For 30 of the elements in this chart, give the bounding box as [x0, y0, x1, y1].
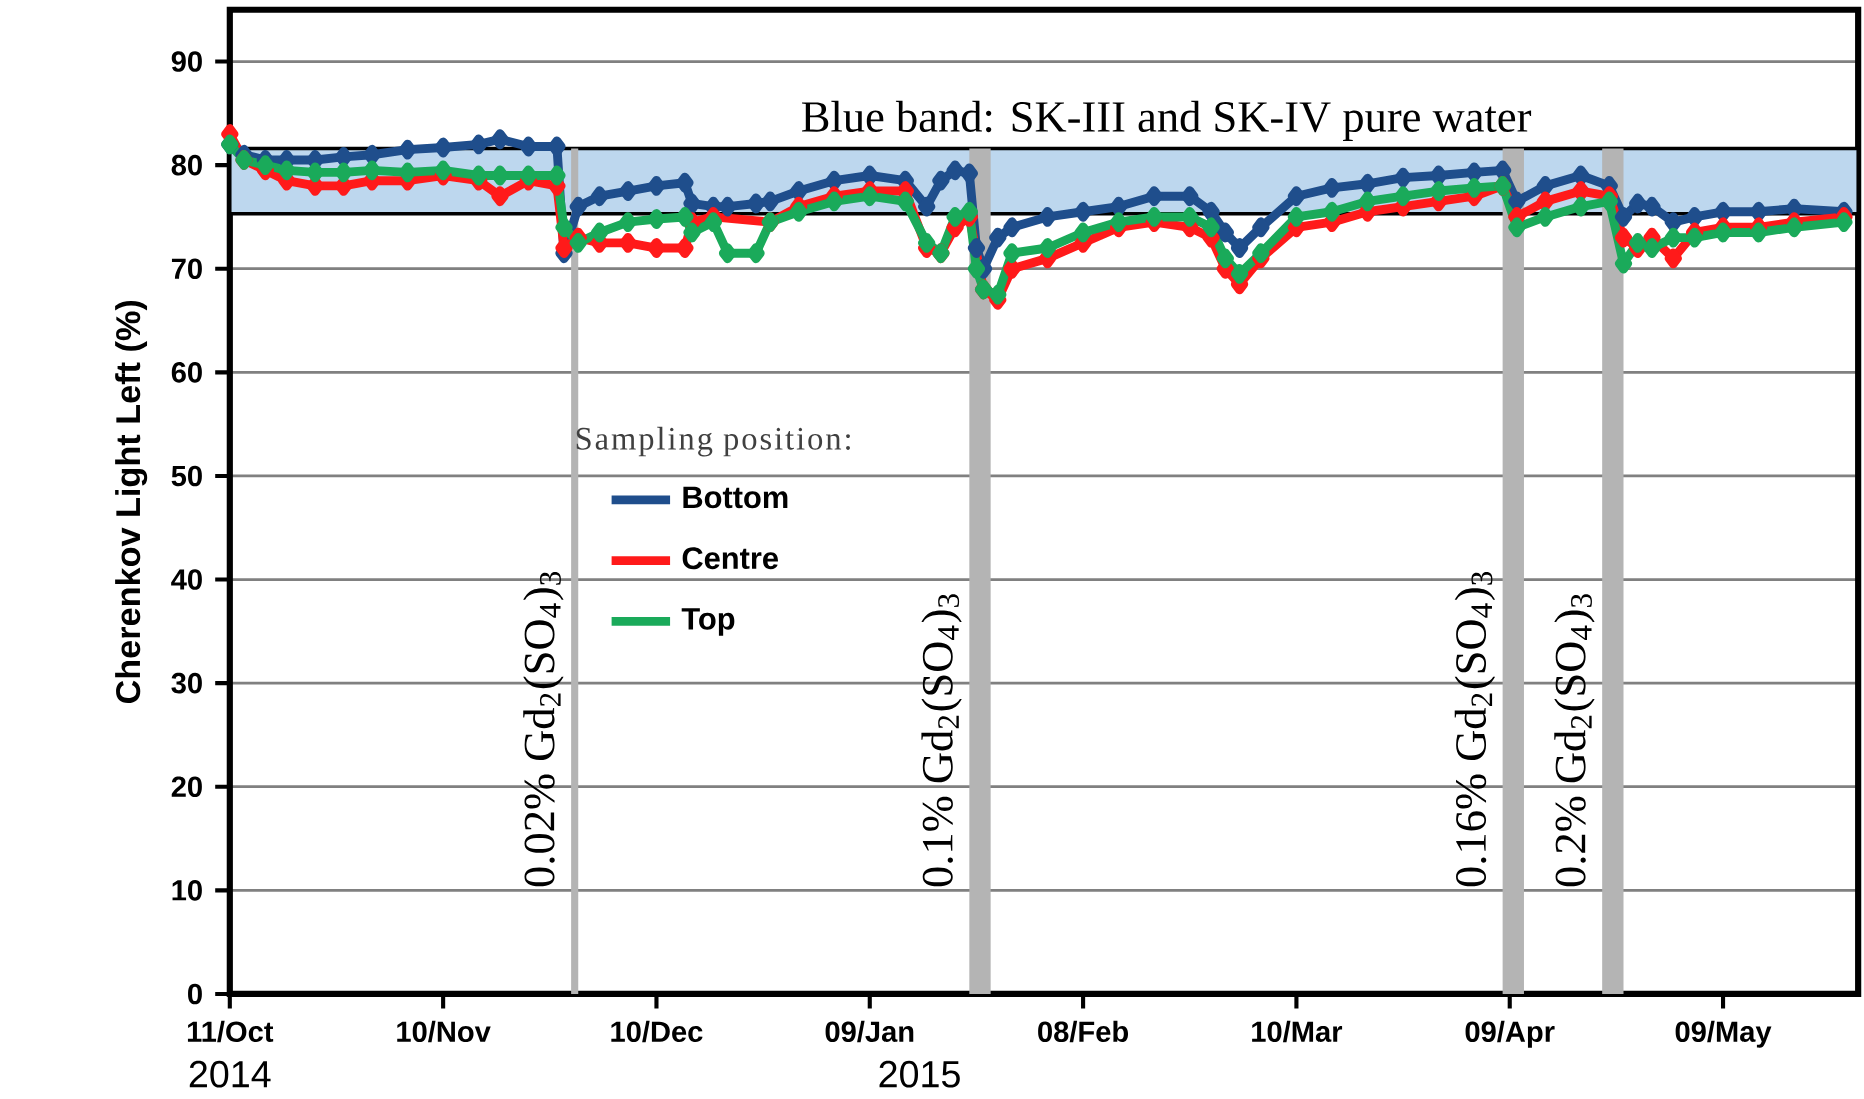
x-tick-label: 09/Jan — [825, 1020, 914, 1043]
y-tick-label: 10 — [172, 880, 202, 901]
x-tick-label: 11/Oct — [187, 1020, 274, 1043]
x-tick-label: 10/Dec — [611, 1020, 703, 1043]
x-tick-label: 10/Nov — [397, 1020, 491, 1043]
legend-label: Centre — [682, 547, 778, 570]
legend-label: Top — [681, 608, 735, 636]
text: 2014 — [189, 1060, 271, 1088]
y-tick-label: 70 — [171, 258, 202, 280]
y-tick-label: 90 — [171, 51, 202, 72]
x-tick-label: 10/Mar — [1252, 1020, 1343, 1043]
x-tick-label: 09/May — [1675, 1020, 1772, 1048]
y-tick-label: 50 — [171, 465, 202, 487]
y-tick-label: 80 — [171, 154, 202, 176]
x-tick-label: 08/Feb — [1038, 1020, 1129, 1043]
band-label: 0.16% Gd$_{2}$(SO$_{4}$)$_{3}$ — [1454, 571, 1496, 887]
y-axis-title: Cherenkov Light Left (%) — [115, 300, 148, 704]
y-tick-label: 40 — [171, 569, 202, 590]
y-tick-label: 0 — [188, 983, 202, 1005]
band-label: Blue band: SK-III and SK-IV pure water — [802, 100, 1532, 142]
y-tick-label: 60 — [171, 362, 202, 383]
y-tick-label: 20 — [171, 776, 202, 798]
legend-label: Bottom — [683, 486, 788, 509]
x-tick-label: 09/Apr — [1465, 1020, 1555, 1048]
text: 2015 — [879, 1060, 960, 1088]
band-label: 0.02% Gd$_{2}$(SO$_{4}$)$_{3}$ — [523, 571, 564, 887]
band-label: 0.1% Gd$_{2}$(SO$_{4}$)$_{3}$ — [921, 594, 962, 887]
legend-title: Sampling position: — [576, 426, 850, 457]
y-tick-label: 30 — [171, 672, 202, 694]
band-label: 0.2% Gd$_{2}$(SO$_{4}$)$_{3}$ — [1554, 594, 1595, 887]
